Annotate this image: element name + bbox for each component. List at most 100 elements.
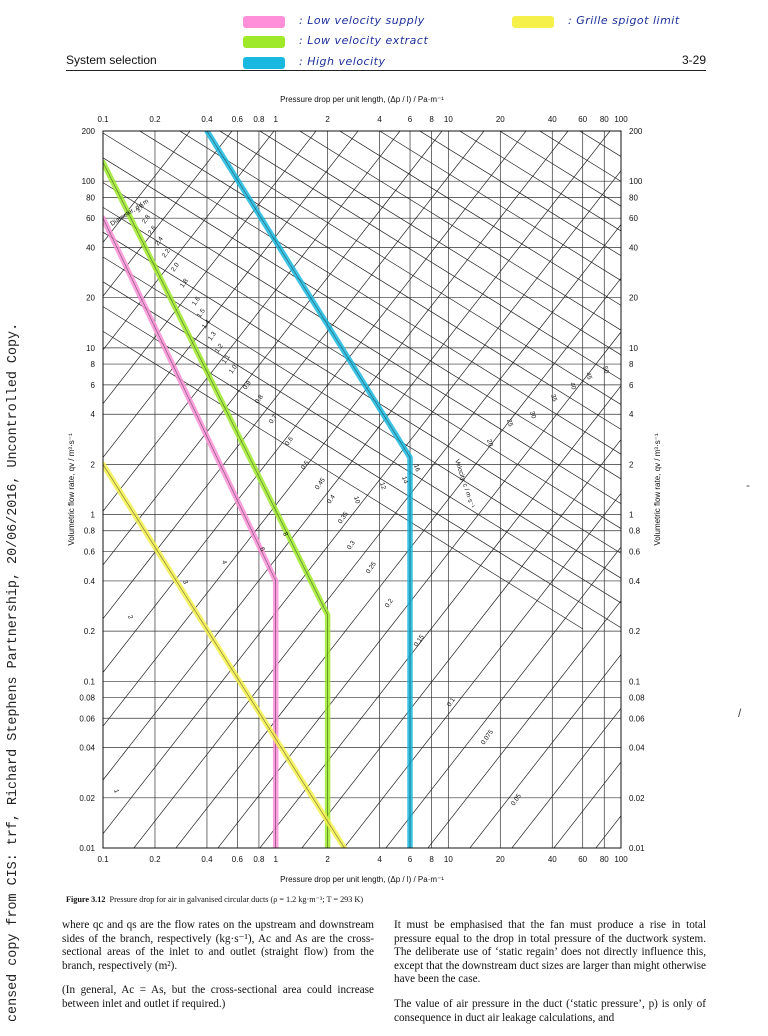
diameter-line — [103, 231, 621, 554]
diameter-label: 1.1 — [221, 353, 232, 365]
y-tick-label-left: 60 — [86, 214, 95, 223]
diameter-label: 1.4 — [201, 318, 212, 330]
y-tick-label-right: 100 — [629, 177, 643, 186]
y-tick-label-right: 0.01 — [629, 844, 645, 853]
velocity-label: 3 — [181, 579, 189, 585]
velocity-line — [103, 131, 233, 297]
diameter-line — [419, 131, 621, 257]
x-tick-label-top: 0.6 — [232, 115, 244, 124]
y-tick-label-left: 0.6 — [84, 548, 96, 557]
diameter-label: 1.6 — [191, 295, 202, 307]
diameter-label: 0.075 — [480, 728, 495, 746]
x-tick-label-bottom: 1 — [273, 855, 278, 864]
x-tick-label-bottom: 100 — [614, 855, 628, 864]
diameter-label: 1.8 — [179, 277, 190, 289]
y-tick-label-left: 80 — [86, 193, 95, 202]
y-tick-label-left: 10 — [86, 344, 95, 353]
velocity-label: 12 — [378, 481, 387, 490]
velocity-line — [385, 546, 621, 848]
velocity-heading: Velocity, c / m·s⁻¹ — [453, 458, 476, 509]
y-tick-label-left: 0.8 — [84, 527, 96, 536]
body-column-right: It must be emphasised that the fan must … — [394, 919, 706, 1036]
diameter-line — [103, 157, 621, 480]
diameter-line — [139, 131, 621, 430]
y-tick-label-left: 0.01 — [79, 844, 95, 853]
y-tick-label-left: 6 — [91, 381, 96, 390]
y-tick-label-left: 4 — [91, 410, 96, 419]
running-header: System selection 3-29 — [66, 52, 706, 71]
paragraph: It must be emphasised that the fan must … — [394, 919, 706, 986]
velocity-label: 40 — [568, 381, 577, 390]
diameter-label: 0.3 — [346, 539, 357, 551]
velocity-label: 14 — [400, 475, 409, 484]
velocity-line — [427, 600, 621, 848]
figure-label: Figure 3.12 — [66, 895, 106, 904]
x-tick-label-top: 10 — [444, 115, 453, 124]
diameter-label: 0.5 — [300, 459, 311, 471]
velocity-line — [133, 223, 621, 848]
velocity-label: 45 — [584, 371, 593, 380]
diameter-line — [619, 131, 621, 133]
diameter-line — [103, 330, 584, 630]
margin-mark: - — [746, 478, 750, 492]
velocity-label: 30 — [528, 410, 537, 419]
yellow-highlight-swatch — [512, 16, 554, 28]
x-tick-label-bottom: 40 — [548, 855, 557, 864]
x-tick-label-bottom: 0.1 — [97, 855, 109, 864]
x-tick-label-top: 100 — [614, 115, 628, 124]
diameter-line — [379, 131, 621, 281]
y-tick-label-left: 200 — [82, 127, 96, 136]
x-tick-label-top: 1 — [273, 115, 278, 124]
y-tick-label-right: 10 — [629, 344, 638, 353]
diameter-label: 0.1 — [446, 696, 457, 708]
x-axis-title-bottom: Pressure drop per unit length, (Δp / l) … — [280, 875, 444, 884]
y-tick-label-right: 6 — [629, 381, 634, 390]
velocity-label: 2 — [126, 614, 134, 620]
diameter-label: 0.9 — [242, 379, 253, 391]
velocity-label: 16 — [412, 463, 421, 472]
page-number: 3-29 — [681, 53, 706, 67]
diameter-label: 2.2 — [161, 247, 172, 259]
diameter-label: 2.4 — [154, 235, 165, 247]
velocity-label: 20 — [485, 438, 494, 447]
y-tick-label-right: 0.08 — [629, 693, 645, 702]
pink-highlight-swatch — [243, 16, 285, 28]
diameter-line — [499, 131, 621, 207]
series-core-line — [206, 131, 411, 848]
plot-frame — [102, 130, 622, 849]
diameter-line — [299, 131, 621, 331]
y-tick-label-right: 80 — [629, 193, 638, 202]
x-tick-label-bottom: 0.2 — [149, 855, 161, 864]
section-title: System selection — [66, 53, 157, 67]
x-tick-label-top: 8 — [429, 115, 434, 124]
y-tick-label-left: 0.02 — [79, 794, 95, 803]
series-core-line — [103, 464, 345, 848]
diameter-line — [103, 132, 621, 455]
diameter-line — [683, 71, 768, 629]
diameter-label: 0.2 — [384, 597, 395, 609]
diameter-label: 0.6 — [284, 435, 295, 447]
x-axis-title-top: Pressure drop per unit length, (Δp / l) … — [280, 95, 444, 104]
y-tick-label-right: 4 — [629, 410, 634, 419]
x-tick-label-bottom: 0.6 — [232, 855, 244, 864]
y-tick-label-right: 0.8 — [629, 527, 641, 536]
diameter-line — [459, 131, 621, 232]
y-axis-title-right: Volumetric flow rate, qv / m³·s⁻¹ — [653, 433, 662, 546]
velocity-line — [591, 0, 768, 900]
blue-highlight-swatch — [243, 57, 285, 69]
velocity-line — [103, 131, 359, 459]
x-tick-label-top: 4 — [377, 115, 382, 124]
velocity-line — [511, 707, 621, 848]
plot-area — [103, 0, 768, 900]
diameter-line — [179, 131, 621, 405]
velocity-label: 4 — [220, 559, 228, 565]
y-tick-label-right: 8 — [629, 360, 634, 369]
velocity-line — [717, 0, 768, 900]
velocity-line — [217, 331, 621, 848]
y-tick-label-left: 0.4 — [84, 577, 96, 586]
diameter-label: 1.2 — [214, 342, 225, 354]
velocity-label: 25 — [505, 418, 514, 427]
green-highlight-swatch — [243, 36, 285, 48]
diameter-label: 0.45 — [314, 476, 327, 491]
